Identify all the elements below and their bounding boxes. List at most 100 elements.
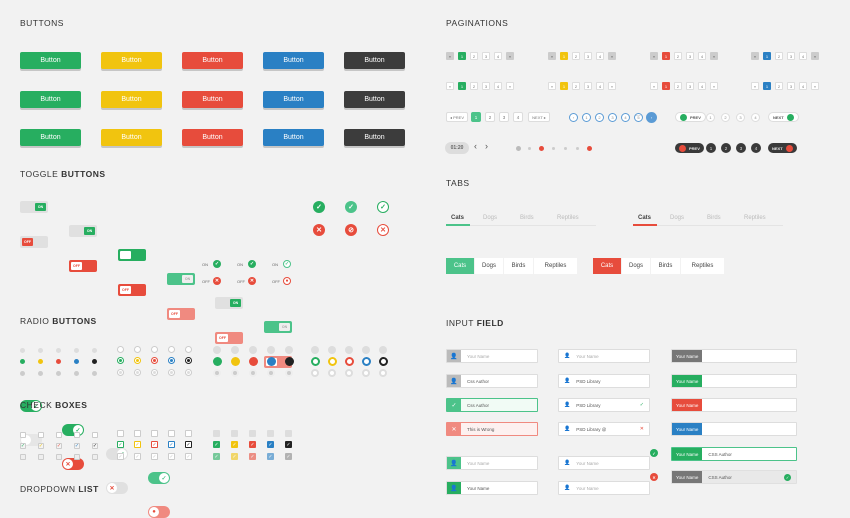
round-toggle-on[interactable]: ✓ (62, 424, 84, 436)
psd-valid-input[interactable]: 👤 PSD Library ✓ (558, 398, 650, 412)
pagination-item[interactable]: 3 (787, 82, 795, 90)
tab-box-reptiles[interactable]: Reptiles (534, 258, 577, 274)
checkbox-disabled[interactable]: ✓ (134, 453, 141, 460)
pagination-next-circle[interactable]: › (646, 112, 657, 123)
checkbox-checked[interactable]: ✓ (74, 443, 80, 449)
pagination-dot[interactable] (587, 145, 592, 151)
tab-dogs[interactable]: Dogs (483, 215, 498, 221)
pagination-item[interactable]: » (506, 52, 514, 60)
pagination-item[interactable]: « (548, 82, 556, 90)
radio-disabled[interactable] (185, 369, 192, 376)
pagination-item[interactable]: 4 (494, 82, 502, 90)
checkbox-disabled[interactable]: ✓ (151, 453, 158, 460)
tab-box-birds[interactable]: Birds (504, 258, 533, 274)
name-input[interactable]: 👤 Your Name (446, 349, 538, 363)
pagination-item[interactable]: 2 (470, 52, 478, 60)
pagination-item[interactable]: 3 (736, 143, 746, 153)
radio-disabled[interactable] (56, 371, 61, 376)
pagination-dot[interactable] (552, 146, 555, 150)
pagination-item[interactable]: « (650, 82, 658, 90)
toggle-on[interactable]: ON (20, 201, 48, 213)
pagination-item[interactable]: « (446, 52, 454, 60)
name-input-green[interactable]: 👤 Your Name (446, 481, 538, 495)
tab-dogs[interactable]: Dogs (670, 215, 685, 221)
radio-checked[interactable] (345, 357, 354, 366)
pagination-item[interactable]: 1 (458, 82, 466, 90)
round-toggle-on[interactable]: ✓ (148, 472, 170, 484)
radio-disabled[interactable] (328, 369, 336, 377)
labeled-input-green[interactable]: Your Name (671, 374, 797, 388)
pagination-item[interactable]: 4 (596, 52, 604, 60)
button-5-row-3[interactable]: Button (344, 129, 405, 146)
radio-disabled[interactable] (168, 369, 175, 376)
pagination-item[interactable]: » (608, 52, 616, 60)
radio-disabled[interactable] (38, 371, 43, 376)
pagination-item[interactable]: 1 (471, 112, 481, 122)
button-3-row-2[interactable]: Button (182, 91, 243, 108)
check-outline-icon[interactable]: ✓ (377, 201, 389, 213)
radio-unchecked[interactable] (151, 346, 158, 353)
pagination-item[interactable]: 4 (698, 52, 706, 60)
pagination-item[interactable]: 2 (572, 52, 580, 60)
pagination-dot[interactable] (576, 146, 579, 150)
checkbox-disabled[interactable]: ✓ (285, 453, 292, 460)
checkbox-disabled[interactable]: ✓ (213, 453, 220, 460)
checkbox-unchecked[interactable] (92, 432, 98, 438)
pagination-item[interactable]: 4 (513, 112, 523, 122)
radio-checked[interactable] (20, 359, 25, 364)
radio-unchecked[interactable] (92, 348, 97, 353)
pagination-item[interactable]: « (548, 52, 556, 60)
pagination-item[interactable]: » (811, 52, 819, 60)
pagination-item[interactable]: » (506, 82, 514, 90)
labeled-input-valid[interactable]: Your Name CSS Author ✓ (671, 470, 797, 484)
toggle-on[interactable]: ON (69, 225, 97, 237)
radio-checked[interactable] (267, 357, 276, 366)
pagination-item[interactable]: 1 (763, 52, 771, 60)
pagination-item[interactable]: 1 (763, 82, 771, 90)
pagination-item[interactable]: « (751, 52, 759, 60)
checkbox-unchecked[interactable] (56, 432, 62, 438)
pagination-next-dark[interactable]: NEXT (768, 143, 797, 153)
radio-unchecked[interactable] (285, 346, 293, 354)
checkbox-unchecked[interactable] (151, 430, 158, 437)
radio-checked[interactable] (56, 359, 61, 364)
checkbox-checked[interactable]: ✓ (134, 441, 141, 448)
tab-box-dogs[interactable]: Dogs (475, 258, 503, 274)
pagination-item[interactable]: 2 (775, 52, 783, 60)
button-2-row-3[interactable]: Button (101, 129, 162, 146)
radio-unchecked[interactable] (185, 346, 192, 353)
radio-checked[interactable] (328, 357, 337, 366)
pagination-circle-item[interactable]: 2 (595, 113, 604, 122)
radio-unchecked[interactable] (362, 346, 370, 354)
pagination-item[interactable]: 2 (721, 113, 730, 122)
pagination-item[interactable]: 4 (494, 52, 502, 60)
pagination-circle-item[interactable]: 5 (634, 113, 643, 122)
pagination-item[interactable]: 3 (499, 112, 509, 122)
checkbox-checked[interactable]: ✓ (92, 443, 98, 449)
tab-box-cats[interactable]: Cats (593, 258, 621, 274)
pagination-item[interactable]: 2 (674, 82, 682, 90)
pagination-prev-button[interactable]: ◂ PREV (446, 112, 468, 122)
toggle-off[interactable]: OFF (215, 332, 243, 344)
toggle-on[interactable]: ON (167, 273, 195, 285)
radio-checked[interactable] (168, 357, 175, 364)
pagination-circle-item[interactable]: 4 (621, 113, 630, 122)
pagination-item[interactable]: 4 (751, 143, 761, 153)
pagination-item[interactable]: 4 (596, 82, 604, 90)
button-2-row-1[interactable]: Button (101, 52, 162, 69)
radio-checked[interactable] (134, 357, 141, 364)
button-4-row-2[interactable]: Button (263, 91, 324, 108)
radio-unchecked[interactable] (311, 346, 319, 354)
radio-checked[interactable] (231, 357, 240, 366)
radio-checked[interactable] (379, 357, 388, 366)
labeled-input-grey[interactable]: Your Name (671, 349, 797, 363)
radio-unchecked[interactable] (379, 346, 387, 354)
radio-disabled[interactable] (20, 371, 25, 376)
pagination-item[interactable]: 3 (584, 52, 592, 60)
tab-box-reptiles[interactable]: Reptiles (681, 258, 724, 274)
button-4-row-3[interactable]: Button (263, 129, 324, 146)
pagination-circle-item[interactable]: 1 (582, 113, 591, 122)
radio-unchecked[interactable] (74, 348, 79, 353)
radio-disabled[interactable] (345, 369, 353, 377)
radio-disabled[interactable] (362, 369, 370, 377)
